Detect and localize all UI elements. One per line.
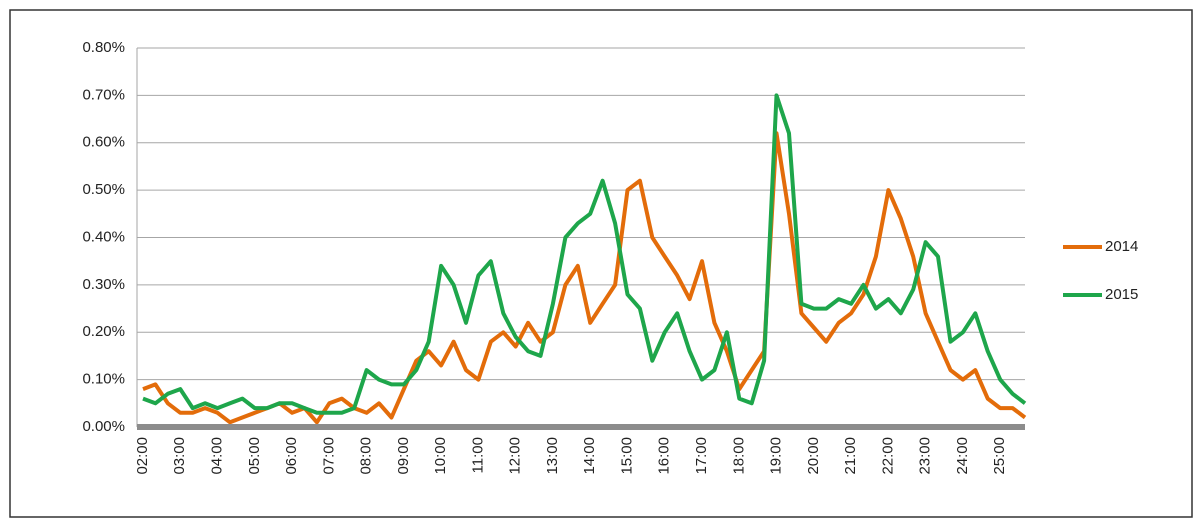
x-tick-label: 16:00	[656, 437, 673, 475]
y-tick-label: 0.60%	[82, 134, 125, 151]
x-tick-label: 12:00	[507, 437, 524, 475]
legend-label: 2015	[1105, 286, 1138, 303]
y-tick-label: 0.70%	[82, 86, 125, 103]
x-tick-label: 17:00	[693, 437, 710, 475]
x-tick-label: 04:00	[209, 437, 226, 475]
x-tick-label: 10:00	[432, 437, 449, 475]
y-tick-label: 0.20%	[82, 323, 125, 340]
x-tick-label: 02:00	[134, 437, 151, 475]
x-tick-label: 23:00	[917, 437, 934, 475]
x-tick-label: 22:00	[879, 437, 896, 475]
x-tick-label: 11:00	[469, 437, 486, 473]
chart-border	[9, 9, 1193, 518]
x-tick-label: 05:00	[246, 437, 263, 475]
x-tick-label: 14:00	[581, 437, 598, 475]
x-tick-label: 03:00	[171, 437, 188, 475]
legend-label: 2014	[1105, 238, 1138, 255]
x-tick-label: 19:00	[768, 437, 785, 475]
x-tick-label: 06:00	[283, 437, 300, 475]
x-tick-label: 25:00	[991, 437, 1008, 475]
y-tick-label: 0.00%	[82, 418, 125, 435]
x-tick-label: 20:00	[805, 437, 822, 475]
x-tick-label: 18:00	[730, 437, 747, 475]
x-tick-label: 13:00	[544, 437, 561, 475]
data-line	[142, 93, 1027, 415]
x-tick-label: 24:00	[954, 437, 971, 475]
y-tick-label: 0.10%	[82, 371, 125, 388]
y-tick-label: 0.50%	[82, 181, 125, 198]
x-tick-label: 21:00	[842, 437, 859, 475]
x-tick-label: 09:00	[395, 437, 412, 475]
x-tick-label: 07:00	[320, 437, 337, 475]
y-tick-label: 0.40%	[82, 228, 125, 245]
data-line	[142, 131, 1027, 425]
x-tick-label: 15:00	[618, 437, 635, 475]
x-tick-label: 08:00	[358, 437, 375, 475]
y-tick-label: 0.30%	[82, 276, 125, 293]
y-tick-label: 0.80%	[82, 39, 125, 56]
